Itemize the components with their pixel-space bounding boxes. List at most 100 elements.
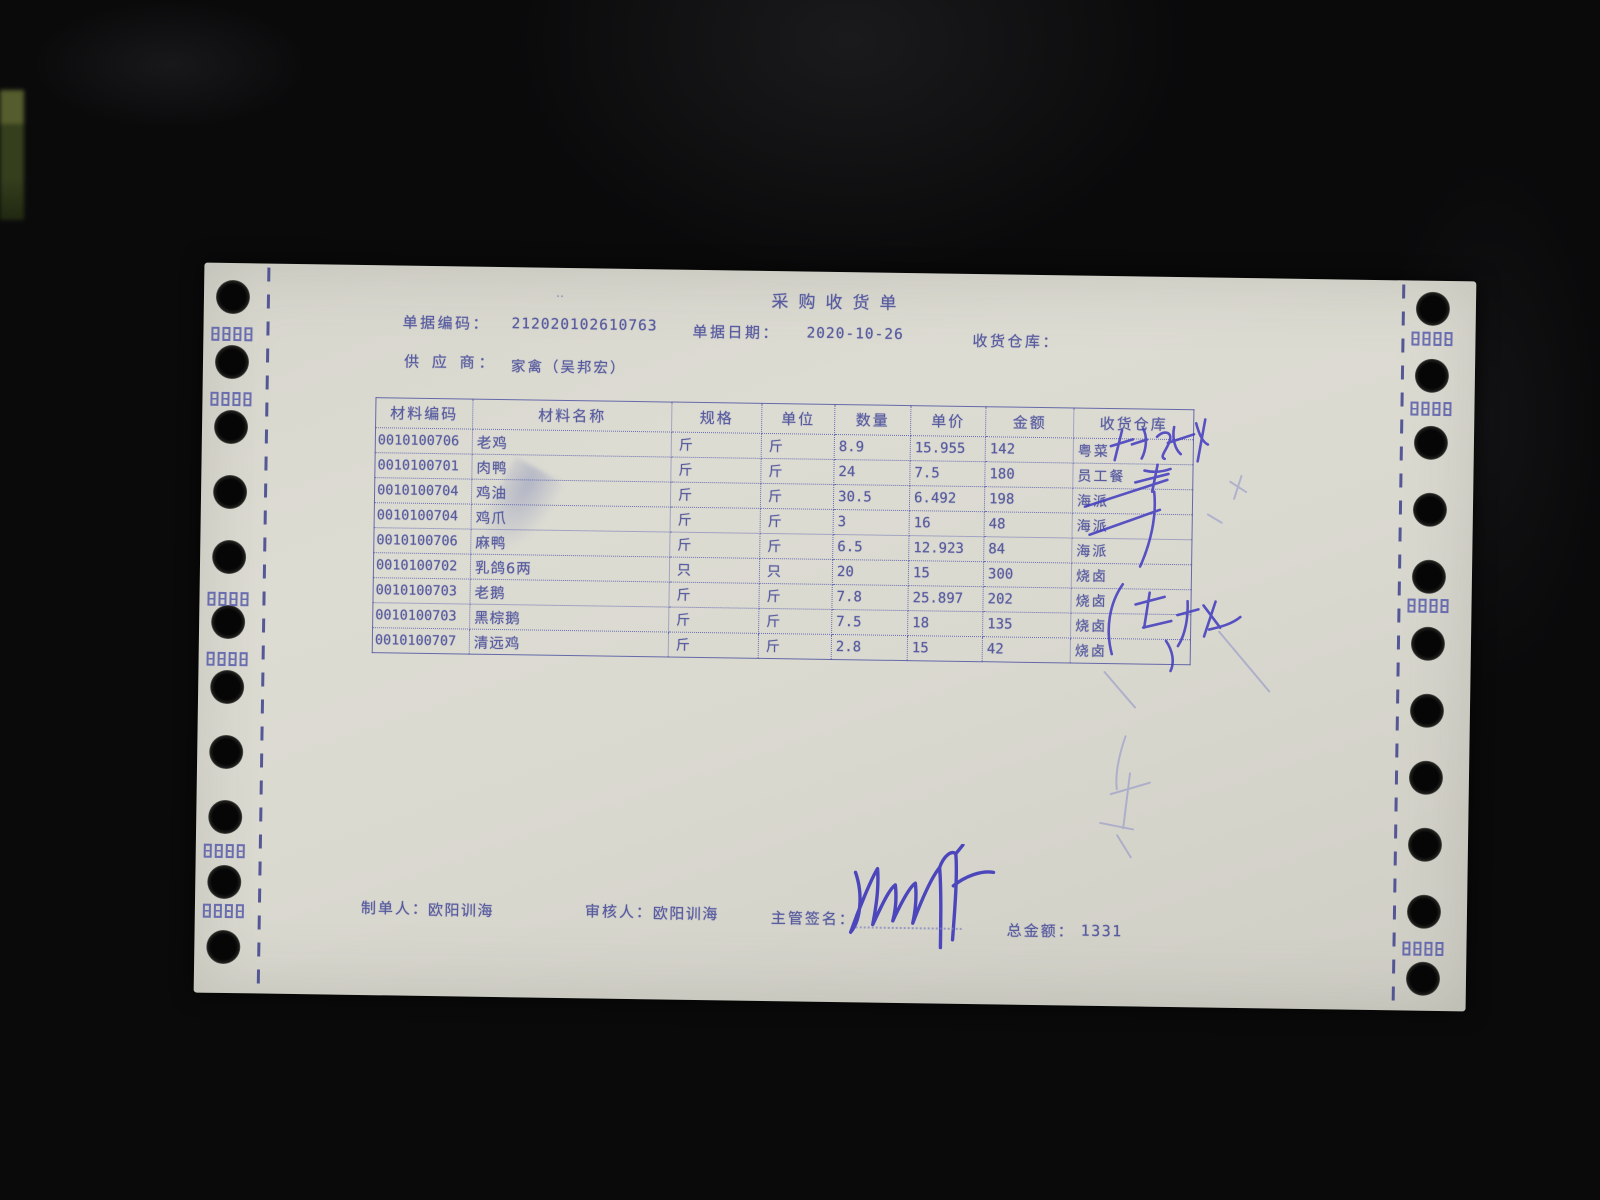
material-code-cell: 0010100702 — [373, 552, 471, 580]
spec-cell: 只 — [669, 557, 760, 584]
material-code-cell: 0010100701 — [374, 452, 473, 480]
quantity-cell: 24 — [833, 459, 911, 486]
sprocket-hole — [208, 799, 243, 835]
warehouse-cell: 烧卤 — [1071, 563, 1192, 590]
spec-cell: 斤 — [670, 507, 761, 534]
column-header: 材料编码 — [375, 397, 473, 430]
unit-cell: 斤 — [758, 633, 832, 660]
printer-registration-mark — [1411, 331, 1453, 347]
printer-registration-mark — [210, 391, 252, 407]
perforation-line-right — [1391, 284, 1406, 1007]
supplier-value: 家禽（吴邦宏） — [510, 359, 627, 377]
material-name-cell: 老鸡 — [472, 429, 672, 458]
receipt-paper: ‥ 采购收货单 单据编码： 212020102610763 单据日期： 2020… — [193, 262, 1477, 1012]
sprocket-hole — [1412, 492, 1448, 528]
material-name-cell: 老鹅 — [469, 579, 670, 608]
unit-cell: 斤 — [760, 508, 834, 535]
warehouse-cell: 粤菜 — [1073, 438, 1194, 465]
unit-cell: 只 — [759, 558, 833, 585]
background-green-sliver — [0, 90, 24, 220]
sprocket-hole — [211, 539, 247, 575]
material-name-cell: 肉鸭 — [471, 454, 672, 483]
perforation-line-left — [256, 267, 271, 990]
column-header: 单价 — [910, 405, 986, 437]
printer-registration-mark — [207, 591, 249, 607]
amount-cell: 135 — [982, 611, 1071, 638]
unit-cell: 斤 — [761, 433, 835, 460]
warehouse-cell: 烧卤 — [1070, 637, 1191, 665]
signature-dotted-line — [855, 926, 962, 930]
column-header: 金额 — [985, 406, 1074, 439]
amount-cell: 202 — [982, 586, 1072, 613]
spec-cell: 斤 — [671, 432, 762, 459]
unit-cell: 斤 — [760, 458, 835, 485]
spec-cell: 斤 — [670, 457, 762, 484]
spec-cell: 斤 — [668, 607, 759, 634]
printer-registration-mark — [211, 326, 253, 342]
amount-cell: 180 — [984, 461, 1074, 489]
background-shadow — [30, 0, 310, 130]
unit-price-cell: 15.955 — [910, 435, 986, 462]
preparer-value: 欧阳训海 — [427, 900, 495, 920]
quantity-cell: 7.8 — [831, 584, 909, 611]
quantity-cell: 2.8 — [831, 634, 908, 661]
column-header: 单位 — [761, 403, 835, 435]
sprocket-hole — [1407, 827, 1443, 863]
sprocket-hole — [1413, 425, 1449, 461]
material-code-cell: 0010100703 — [372, 602, 470, 630]
amount-cell: 48 — [984, 511, 1073, 539]
page-title: 采购收货单 — [771, 292, 907, 315]
sprocket-hole — [206, 929, 241, 965]
quantity-cell: 7.5 — [831, 609, 908, 636]
amount-cell: 84 — [983, 536, 1072, 564]
unit-price-cell: 15 — [908, 560, 984, 587]
spec-cell: 斤 — [670, 482, 761, 509]
unit-cell: 斤 — [758, 608, 832, 635]
sprocket-hole — [209, 669, 245, 705]
doc-code-value: 212020102610763 — [511, 316, 658, 335]
unit-price-cell: 7.5 — [909, 460, 986, 487]
quantity-cell: 30.5 — [833, 484, 910, 511]
column-header: 材料名称 — [472, 399, 672, 433]
printer-registration-mark — [206, 651, 248, 667]
warehouse-cell: 员工餐 — [1072, 463, 1194, 490]
material-name-cell: 清远鸡 — [469, 629, 669, 658]
supervisor-signature — [848, 843, 996, 950]
printer-registration-mark — [203, 843, 245, 859]
material-code-cell: 0010100707 — [372, 627, 470, 655]
amount-cell: 42 — [982, 636, 1071, 663]
material-code-cell: 0010100704 — [374, 477, 472, 505]
preparer-label: 制单人： — [360, 898, 430, 919]
signature-label: 主管签名： — [770, 909, 856, 929]
sprocket-hole — [1415, 291, 1451, 327]
unit-price-cell: 25.897 — [907, 585, 984, 612]
unit-cell: 斤 — [760, 483, 834, 510]
material-code-cell: 0010100704 — [374, 502, 472, 530]
total-label: 总金额： — [1006, 921, 1075, 941]
spec-cell: 斤 — [668, 632, 759, 659]
material-code-cell: 0010100706 — [373, 527, 472, 555]
sprocket-hole — [212, 474, 248, 510]
background-shadow — [520, 0, 1180, 270]
unit-price-cell: 18 — [907, 610, 983, 637]
unit-price-cell: 6.492 — [909, 485, 985, 512]
sprocket-hole — [1408, 760, 1444, 796]
reviewer-label: 审核人： — [584, 902, 654, 922]
column-header: 收货仓库 — [1073, 408, 1194, 440]
column-header: 数量 — [834, 404, 911, 436]
warehouse-cell: 海派 — [1071, 513, 1193, 540]
sprocket-hole — [1405, 961, 1441, 997]
quantity-cell: 8.9 — [834, 434, 911, 461]
warehouse-cell: 海派 — [1072, 488, 1193, 515]
unit-cell: 斤 — [758, 583, 833, 610]
doc-date-label: 单据日期： — [692, 322, 781, 343]
amount-cell: 142 — [985, 436, 1074, 464]
unit-price-cell: 16 — [909, 510, 985, 537]
warehouse-cell: 海派 — [1071, 538, 1192, 565]
sprocket-hole — [210, 604, 246, 640]
unit-cell: 斤 — [759, 533, 834, 560]
material-code-cell: 0010100706 — [375, 427, 473, 455]
sprocket-hole — [1406, 894, 1442, 930]
printer-registration-mark — [1402, 941, 1444, 957]
sprocket-hole — [207, 864, 242, 900]
